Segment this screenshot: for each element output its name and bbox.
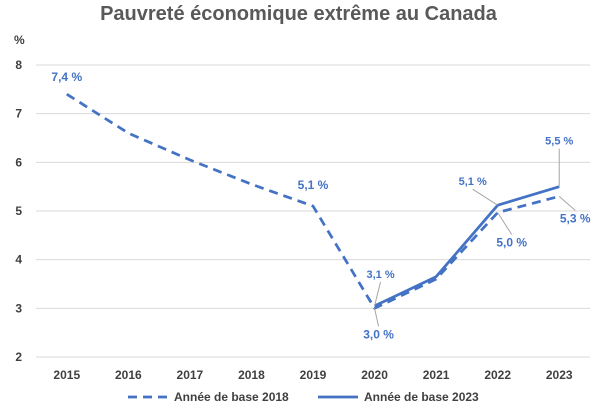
data-label: 5,0 % xyxy=(496,235,527,249)
x-tick-label: 2016 xyxy=(115,368,142,382)
data-label-leader xyxy=(374,281,382,307)
x-tick-label: 2017 xyxy=(177,368,204,382)
y-tick-label: 6 xyxy=(15,155,22,169)
data-label-leader xyxy=(558,196,576,211)
y-tick-label: 2 xyxy=(15,350,22,364)
data-label-leader xyxy=(497,212,513,235)
x-tick-label: 2022 xyxy=(484,368,511,382)
x-tick-label: 2020 xyxy=(361,368,388,382)
data-label: 7,4 % xyxy=(51,70,82,84)
legend-label-2: Année de base 2023 xyxy=(364,390,479,404)
legend-label-1: Année de base 2018 xyxy=(174,390,289,404)
series-line-1 xyxy=(66,93,560,310)
y-tick-label: 8 xyxy=(15,58,22,72)
y-tick-label: 5 xyxy=(15,204,22,218)
chart-title: Pauvreté économique extrême au Canada xyxy=(100,3,497,25)
x-tick-label: 2015 xyxy=(53,368,80,382)
y-tick-label: 3 xyxy=(15,301,22,315)
x-tick-label: 2018 xyxy=(238,368,265,382)
data-label: 5,5 % xyxy=(545,136,573,148)
y-tick-label: 7 xyxy=(15,107,22,121)
data-label: 3,0 % xyxy=(363,327,394,341)
y-tick-label: 4 xyxy=(15,253,22,267)
data-label-leader xyxy=(374,308,380,327)
data-label: 5,1 % xyxy=(459,176,487,188)
data-label: 5,3 % xyxy=(560,211,591,225)
x-tick-label: 2019 xyxy=(300,368,327,382)
y-axis-label: % xyxy=(14,33,25,47)
data-label: 3,1 % xyxy=(366,269,394,281)
series-line-2 xyxy=(374,185,560,308)
x-tick-label: 2023 xyxy=(546,368,573,382)
data-label-leader xyxy=(472,188,498,206)
data-label: 5,1 % xyxy=(298,178,329,192)
x-tick-label: 2021 xyxy=(423,368,450,382)
